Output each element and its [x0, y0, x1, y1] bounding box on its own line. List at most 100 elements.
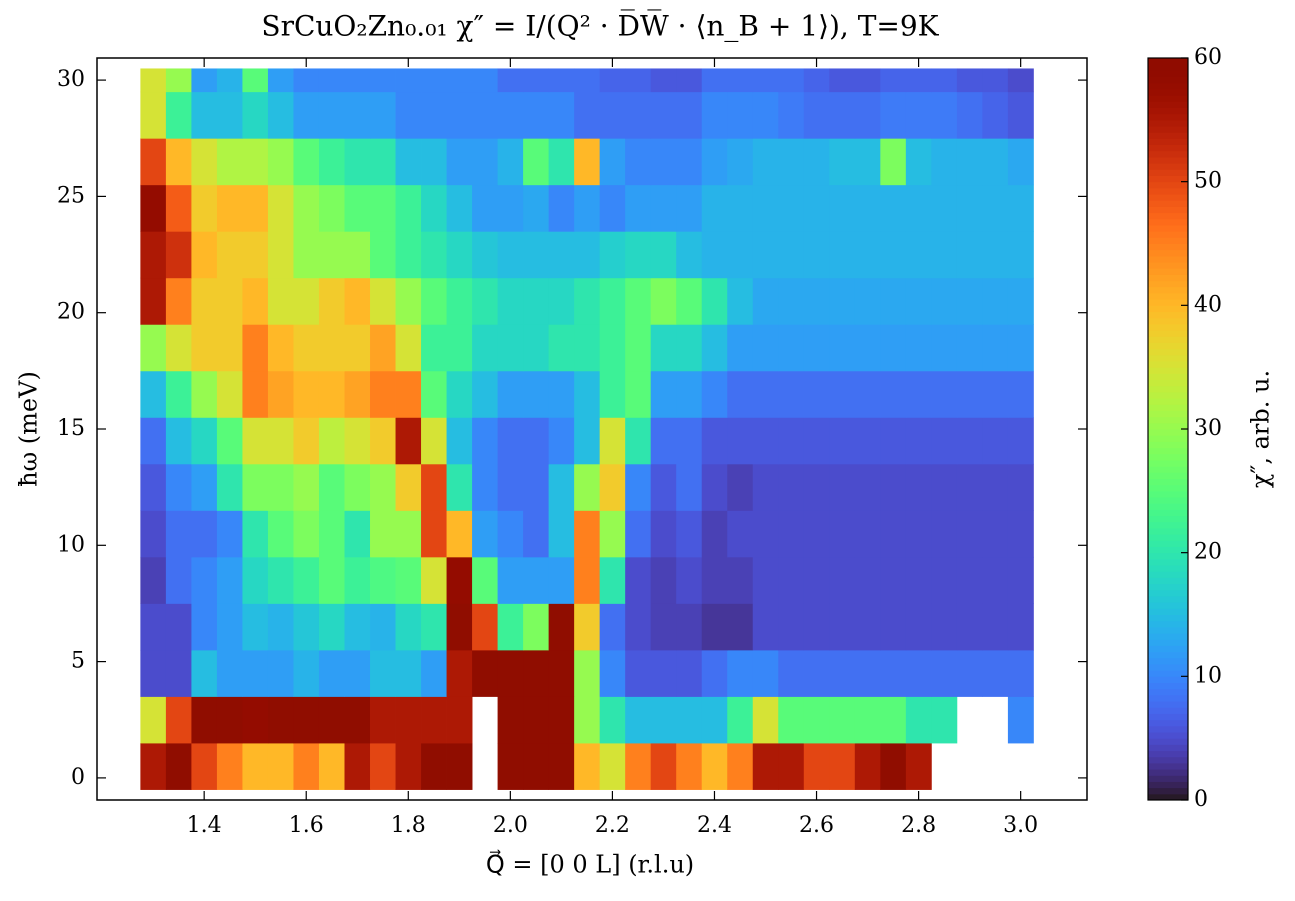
heatmap-cell	[318, 743, 345, 790]
heatmap-cell	[1007, 370, 1034, 418]
heatmap-cell	[931, 277, 958, 325]
heatmap-cell	[880, 743, 907, 790]
heatmap-cell	[267, 138, 294, 186]
heatmap-cell	[752, 510, 779, 558]
heatmap-cell	[701, 231, 728, 279]
heatmap-cell	[778, 510, 805, 558]
colorbar-segment	[1148, 280, 1188, 288]
heatmap-cell	[956, 231, 983, 279]
heatmap-cell	[242, 277, 269, 325]
colorbar-segment	[1148, 95, 1188, 102]
heatmap-cell	[1007, 91, 1034, 139]
heatmap-cell	[625, 68, 652, 93]
heatmap-cell	[701, 696, 728, 744]
heatmap-cell	[625, 603, 652, 651]
heatmap-cell	[140, 91, 167, 139]
heatmap-cell	[803, 510, 830, 558]
heatmap-cell	[599, 603, 626, 651]
heatmap-cell	[446, 649, 473, 697]
heatmap-cell	[344, 324, 371, 372]
heatmap-cell	[599, 324, 626, 372]
colorbar-segment	[1148, 793, 1188, 801]
heatmap-cell	[216, 510, 243, 558]
heatmap-cell	[752, 417, 779, 465]
heatmap-cell	[318, 603, 345, 651]
heatmap-cell	[216, 68, 243, 93]
heatmap-cell	[650, 649, 677, 697]
colorbar-segment	[1148, 286, 1188, 294]
heatmap-cell	[497, 370, 524, 418]
heatmap-cell	[497, 463, 524, 511]
heatmap-cell	[599, 370, 626, 418]
heatmap-cell	[931, 231, 958, 279]
colorbar-segment	[1148, 466, 1188, 473]
x-tick-label: 2.2	[595, 813, 630, 838]
x-tick-label: 2.6	[799, 813, 834, 838]
heatmap-cell	[574, 603, 601, 651]
heatmap-cell	[191, 510, 218, 558]
heatmap-cell	[497, 138, 524, 186]
heatmap-cell	[293, 277, 320, 325]
heatmap-cell	[472, 417, 498, 465]
heatmap-cell	[829, 603, 856, 651]
heatmap-cell	[650, 696, 677, 744]
heatmap-cell	[931, 556, 958, 604]
heatmap-cell	[446, 603, 473, 651]
colorbar-segment	[1148, 70, 1188, 78]
heatmap-cell	[344, 510, 371, 558]
heatmap-cell	[829, 277, 856, 325]
heatmap-cell	[803, 184, 830, 232]
heatmap-cell	[599, 68, 626, 93]
heatmap-cell	[395, 556, 422, 604]
heatmap-cell	[216, 138, 243, 186]
heatmap-cell	[548, 649, 575, 697]
heatmap-cell	[803, 743, 830, 790]
heatmap-cell	[574, 324, 601, 372]
heatmap-cell	[242, 91, 269, 139]
heatmap-cell	[472, 510, 498, 558]
heatmap-cell	[829, 463, 856, 511]
colorbar-segment	[1148, 64, 1188, 71]
heatmap-cell	[982, 556, 1009, 604]
heatmap-cell	[523, 370, 550, 418]
heatmap-cell	[982, 510, 1009, 558]
heatmap-cell	[446, 510, 473, 558]
heatmap-cell	[497, 184, 524, 232]
heatmap-cell	[446, 556, 473, 604]
colorbar-segment	[1148, 138, 1188, 146]
heatmap-cell	[140, 277, 167, 325]
heatmap-cell	[472, 138, 498, 186]
colorbar-segment	[1148, 88, 1188, 96]
heatmap-cell	[293, 231, 320, 279]
x-tick-label: 2.8	[901, 813, 936, 838]
heatmap-cell	[472, 603, 498, 651]
heatmap-cell	[140, 370, 167, 418]
heatmap-cell	[497, 324, 524, 372]
heatmap-cell	[727, 417, 754, 465]
heatmap-cell	[701, 91, 728, 139]
heatmap-cell	[497, 277, 524, 325]
colorbar-segment	[1148, 156, 1188, 164]
heatmap-cell	[650, 510, 677, 558]
colorbar-segment	[1148, 540, 1188, 547]
heatmap-cell	[599, 743, 626, 790]
heatmap-cell	[574, 138, 601, 186]
colorbar-segment	[1148, 398, 1188, 405]
colorbar-segment	[1148, 231, 1188, 238]
heatmap-cell	[676, 231, 703, 279]
colorbar-segment	[1148, 558, 1188, 566]
heatmap-cell	[293, 91, 320, 139]
heatmap-cell	[905, 184, 932, 232]
colorbar-segment	[1148, 546, 1188, 554]
heatmap-cell	[344, 138, 371, 186]
heatmap-cell	[880, 649, 907, 697]
heatmap-cell	[140, 231, 167, 279]
heatmap-cell	[982, 463, 1009, 511]
heatmap-cell	[854, 370, 881, 418]
heatmap-cell	[727, 603, 754, 651]
heatmap-cell	[880, 68, 907, 93]
heatmap-cell	[778, 417, 805, 465]
colorbar-segment	[1148, 163, 1188, 170]
heatmap-cell	[931, 417, 958, 465]
heatmap-cell	[676, 417, 703, 465]
